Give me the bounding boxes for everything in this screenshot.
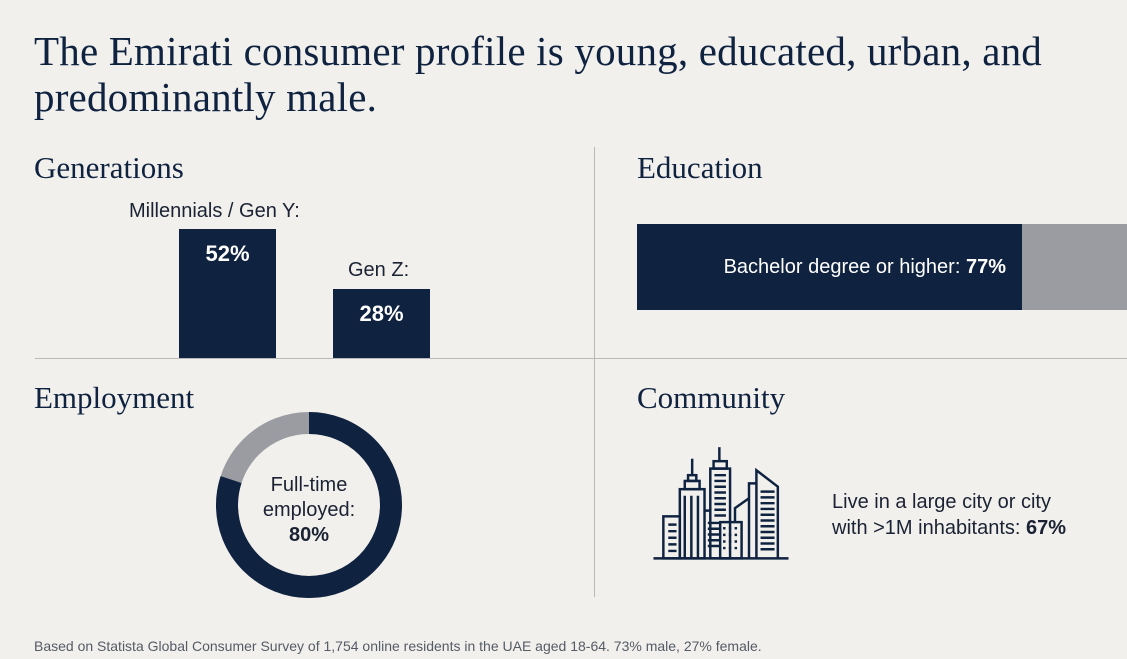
section-title-employment: Employment: [34, 380, 195, 415]
community-value: 67%: [1026, 517, 1067, 539]
education-label: Bachelor degree or higher:: [723, 255, 961, 278]
section-title-education: Education: [637, 150, 763, 185]
page-title: The Emirati consumer profile is young, e…: [34, 28, 1043, 120]
community-line2: with >1M inhabitants:: [832, 517, 1021, 539]
bar-label-millennials: Millennials / Gen Y:: [129, 200, 300, 222]
donut-label-line2: employed:: [262, 499, 356, 521]
donut-value: 80%: [288, 524, 330, 546]
education-bar-fill: Bachelor degree or higher: 77%: [637, 224, 1022, 310]
section-title-generations: Generations: [34, 150, 184, 185]
donut-label-line1: Full-time: [270, 474, 348, 496]
bar-value: 28%: [359, 300, 404, 326]
horizontal-divider: [35, 358, 1127, 359]
footer-note: Based on Statista Global Consumer Survey…: [34, 638, 762, 654]
donut-slice-employed: [216, 412, 402, 598]
bar-genz: 28%: [333, 288, 430, 358]
bar-millennials: 52%: [179, 229, 276, 358]
education-value: 77%: [965, 255, 1006, 278]
education-bar: Bachelor degree or higher: 77%: [637, 224, 1127, 310]
donut-center-label: Full-time employed: 80%: [239, 473, 379, 548]
bar-value: 52%: [205, 241, 250, 267]
community-text: Live in a large city or city with >1M in…: [832, 489, 1066, 541]
vertical-divider: [594, 147, 595, 597]
city-skyline-icon: [653, 447, 789, 560]
bar-label-genz: Gen Z:: [348, 258, 410, 281]
community-line1: Live in a large city or city: [832, 491, 1051, 513]
section-title-community: Community: [637, 380, 786, 415]
